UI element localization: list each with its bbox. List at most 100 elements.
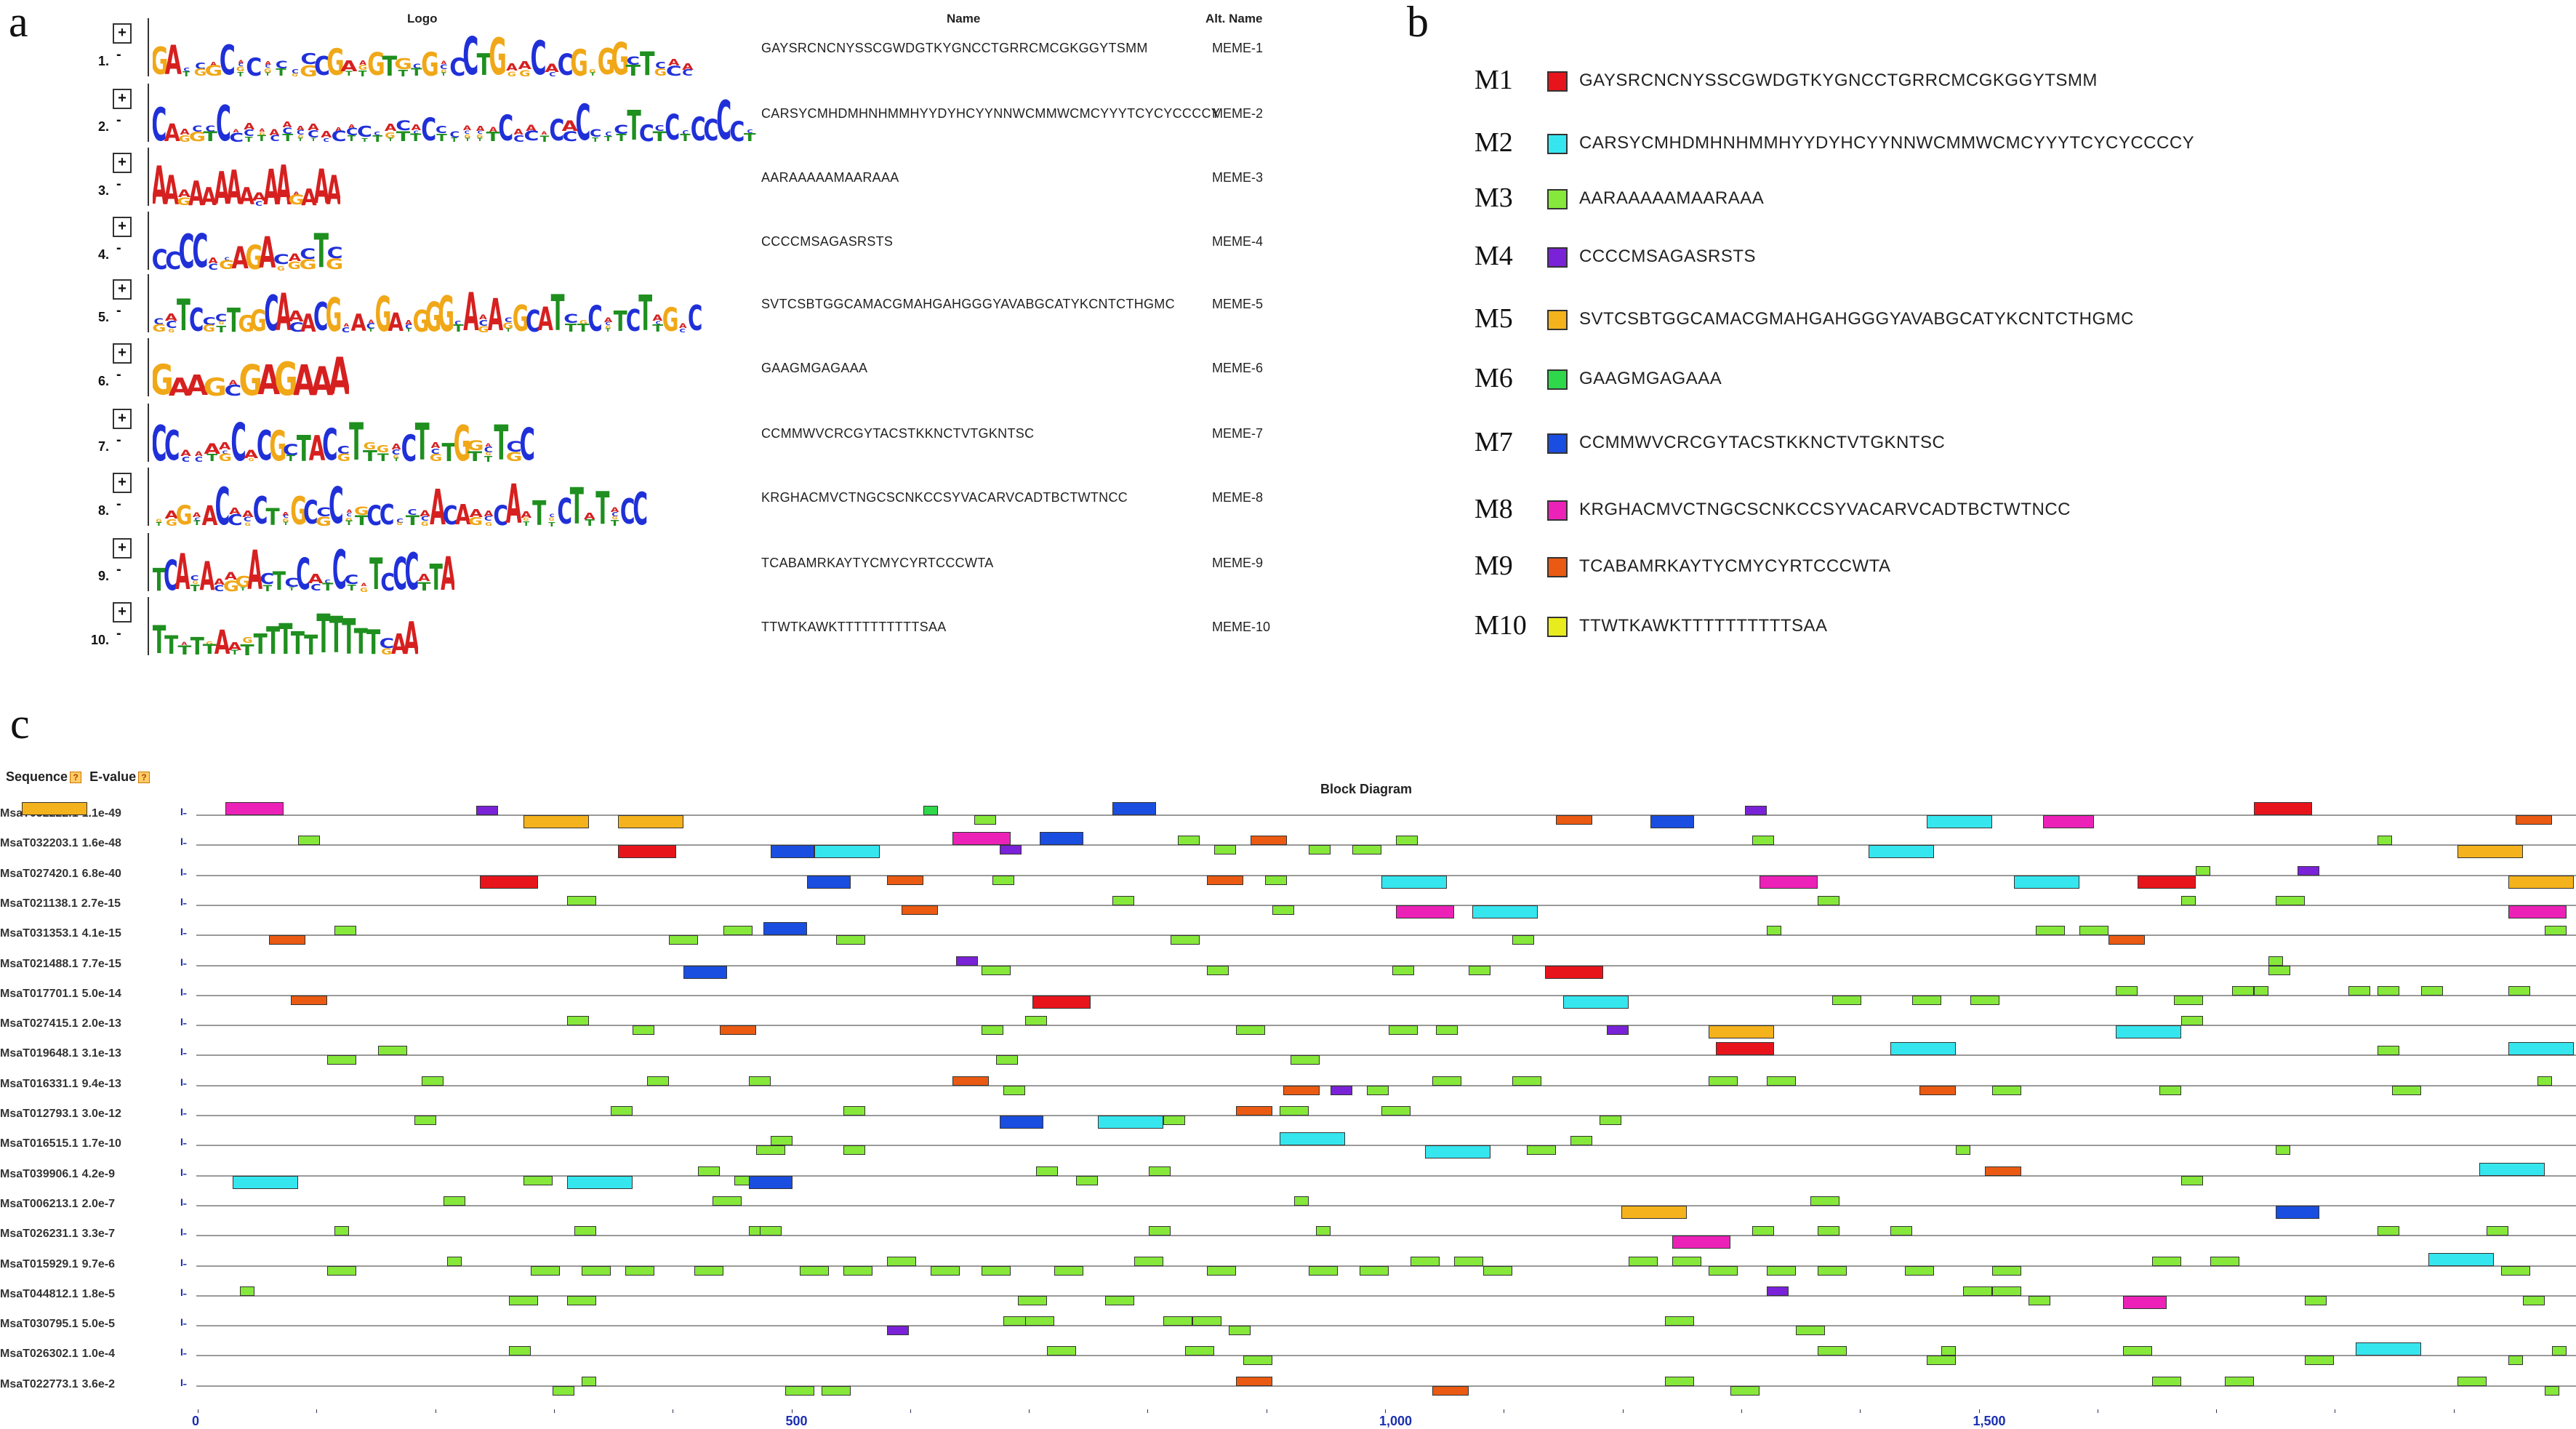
motif-block[interactable] — [2036, 926, 2065, 936]
motif-block[interactable] — [713, 1196, 742, 1206]
motif-block[interactable] — [567, 1295, 596, 1305]
motif-block[interactable] — [1389, 1025, 1418, 1036]
motif-block[interactable] — [683, 965, 727, 979]
motif-block[interactable] — [1905, 1265, 1934, 1276]
motif-block[interactable] — [996, 1055, 1018, 1065]
motif-block[interactable] — [476, 806, 498, 815]
motif-block[interactable] — [2232, 985, 2254, 996]
motif-block[interactable] — [553, 1385, 574, 1396]
motif-block[interactable] — [327, 1055, 356, 1065]
motif-block[interactable] — [291, 995, 327, 1005]
motif-block[interactable] — [1716, 1042, 1774, 1056]
sequence-help-icon[interactable]: ? — [70, 772, 82, 784]
motif-block[interactable] — [887, 875, 923, 885]
motif-block[interactable] — [1309, 1265, 1338, 1276]
motif-block[interactable] — [2268, 956, 2283, 966]
motif-block[interactable] — [1360, 1265, 1389, 1276]
motif-block[interactable] — [1163, 1316, 1192, 1326]
motif-block[interactable] — [1112, 802, 1156, 815]
motif-block[interactable] — [2545, 1385, 2559, 1396]
motif-block[interactable] — [1076, 1175, 1098, 1185]
evalue-help-icon[interactable]: ? — [138, 772, 151, 784]
motif-block[interactable] — [1309, 845, 1331, 855]
motif-block[interactable] — [233, 1175, 298, 1189]
motif-block[interactable] — [2523, 1295, 2545, 1305]
motif-block[interactable] — [1047, 1346, 1076, 1356]
motif-block[interactable] — [2174, 995, 2203, 1005]
motif-block[interactable] — [2305, 1295, 2327, 1305]
motif-block[interactable] — [756, 1145, 785, 1156]
motif-block[interactable] — [1556, 815, 1592, 825]
motif-block[interactable] — [2305, 1356, 2334, 1366]
motif-block[interactable] — [582, 1376, 596, 1386]
motif-block[interactable] — [1992, 1286, 2021, 1296]
motif-block[interactable] — [1381, 875, 1447, 889]
motif-block[interactable] — [1280, 1132, 1345, 1146]
motif-block[interactable] — [1454, 1256, 1483, 1266]
motif-block[interactable] — [1890, 1042, 1956, 1056]
motif-block[interactable] — [1207, 875, 1243, 885]
motif-block[interactable] — [2159, 1085, 2181, 1095]
motif-block[interactable] — [2276, 895, 2305, 905]
motif-block[interactable] — [2116, 985, 2138, 996]
expand-motif-button[interactable]: + — [113, 409, 132, 429]
motif-block[interactable] — [1316, 1226, 1331, 1236]
motif-block[interactable] — [2225, 1376, 2254, 1386]
motif-block[interactable] — [1185, 1346, 1214, 1356]
motif-block[interactable] — [1665, 1376, 1694, 1386]
motif-block[interactable] — [1000, 845, 1022, 855]
motif-block[interactable] — [1025, 1016, 1047, 1026]
motif-block[interactable] — [982, 965, 1011, 975]
motif-block[interactable] — [1134, 1256, 1163, 1266]
motif-block[interactable] — [1280, 1106, 1309, 1116]
motif-block[interactable] — [1163, 1116, 1185, 1125]
motif-block[interactable] — [1105, 1295, 1134, 1305]
motif-block[interactable] — [2356, 1342, 2421, 1356]
motif-block[interactable] — [952, 832, 1011, 846]
motif-block[interactable] — [1396, 905, 1454, 918]
motif-block[interactable] — [1527, 1145, 1556, 1156]
expand-motif-button[interactable]: + — [113, 343, 132, 364]
motif-block[interactable] — [444, 1196, 465, 1206]
motif-block[interactable] — [422, 1076, 444, 1086]
motif-block[interactable] — [269, 935, 305, 945]
motif-block[interactable] — [2138, 875, 2196, 889]
motif-block[interactable] — [1392, 965, 1414, 975]
motif-block[interactable] — [1236, 1025, 1265, 1036]
motif-block[interactable] — [1956, 1145, 1970, 1156]
motif-block[interactable] — [2268, 965, 2290, 975]
motif-block[interactable] — [1112, 895, 1134, 905]
motif-block[interactable] — [1730, 1385, 1760, 1396]
motif-block[interactable] — [1621, 1205, 1687, 1219]
motif-block[interactable] — [982, 1265, 1011, 1276]
motif-block[interactable] — [800, 1265, 829, 1276]
motif-block[interactable] — [298, 836, 320, 846]
motif-block[interactable] — [1767, 1076, 1796, 1086]
motif-block[interactable] — [1236, 1376, 1272, 1386]
motif-block[interactable] — [1963, 1286, 1992, 1296]
motif-block[interactable] — [1331, 1085, 1352, 1095]
motif-block[interactable] — [1436, 1025, 1458, 1036]
motif-block[interactable] — [1251, 836, 1287, 846]
motif-block[interactable] — [1469, 965, 1490, 975]
motif-block[interactable] — [1752, 836, 1774, 846]
motif-block[interactable] — [836, 935, 865, 945]
motif-block[interactable] — [992, 875, 1014, 885]
motif-block[interactable] — [523, 815, 589, 828]
motif-block[interactable] — [2298, 865, 2319, 876]
motif-block[interactable] — [2457, 845, 2523, 859]
motif-block[interactable] — [2276, 1205, 2319, 1219]
motif-block[interactable] — [1545, 965, 1603, 979]
motif-block[interactable] — [2181, 895, 2196, 905]
motif-block[interactable] — [923, 806, 938, 815]
motif-block[interactable] — [2123, 1295, 2167, 1309]
motif-block[interactable] — [2392, 1085, 2421, 1095]
motif-block[interactable] — [2537, 1076, 2552, 1086]
expand-motif-button[interactable]: + — [113, 217, 132, 237]
motif-block[interactable] — [1018, 1295, 1047, 1305]
motif-block[interactable] — [843, 1265, 872, 1276]
motif-block[interactable] — [1570, 1136, 1592, 1146]
motif-block[interactable] — [2348, 985, 2370, 996]
motif-block[interactable] — [2508, 985, 2530, 996]
motif-block[interactable] — [1890, 1226, 1912, 1236]
